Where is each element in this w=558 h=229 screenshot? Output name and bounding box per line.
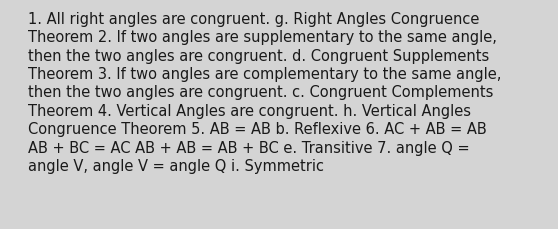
Text: 1. All right angles are congruent. g. Right Angles Congruence
Theorem 2. If two : 1. All right angles are congruent. g. Ri…: [28, 12, 502, 173]
